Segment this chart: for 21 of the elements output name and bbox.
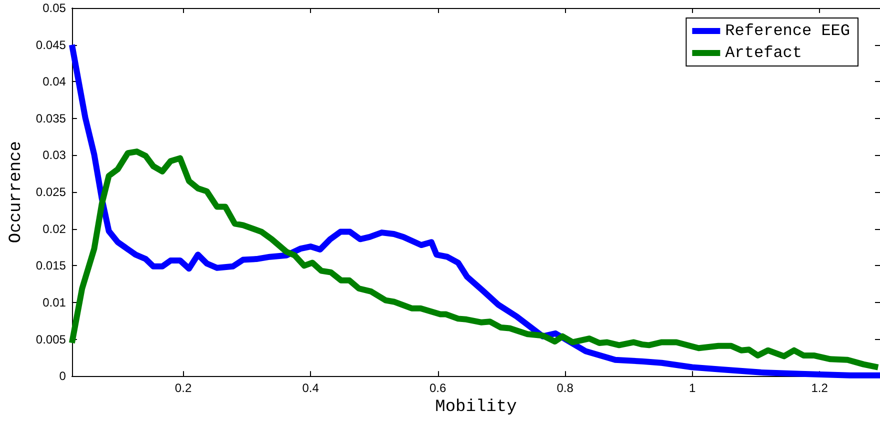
legend-label: Reference EEG <box>725 22 850 40</box>
y-tick-label: 0.015 <box>36 258 66 273</box>
x-axis-title: Mobility <box>435 398 517 417</box>
y-tick-label: 0.03 <box>42 148 66 162</box>
x-tick-label: 1 <box>688 381 696 396</box>
y-tick-label: 0.01 <box>42 295 66 310</box>
y-tick-label: 0.035 <box>36 111 66 126</box>
y-axis-title: Occurrence <box>7 141 26 244</box>
x-tick-label: 0.8 <box>556 381 574 396</box>
y-tick-label: 0.005 <box>36 332 66 346</box>
y-tick-label: 0.02 <box>42 222 66 236</box>
x-tick-label: 0.4 <box>302 381 320 396</box>
x-tick-label: 1.2 <box>811 381 828 396</box>
x-tick-label: 0.2 <box>174 381 192 396</box>
y-tick-label: 0 <box>59 369 66 384</box>
y-tick-label: 0.04 <box>42 74 66 89</box>
legend-label: Artefact <box>725 44 802 62</box>
x-tick-label: 0.6 <box>429 381 446 396</box>
y-tick-label: 0.05 <box>42 1 66 15</box>
y-tick-label: 0.045 <box>36 38 66 52</box>
y-tick-label: 0.025 <box>36 185 66 200</box>
